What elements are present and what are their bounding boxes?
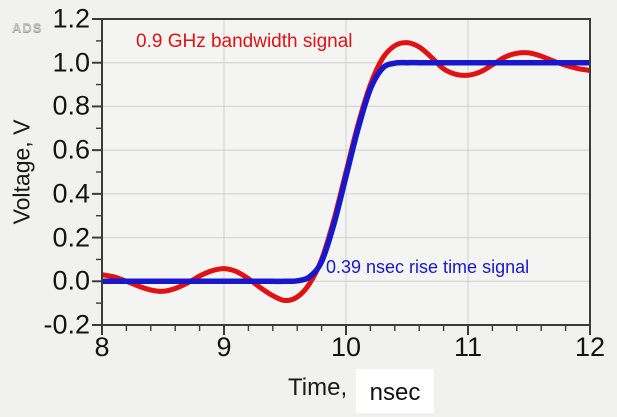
y-tick-label: 0.4 [52,178,90,209]
x-tick-label: 12 [574,332,606,362]
x-axis-unit-editbox[interactable]: nsec [356,369,434,413]
x-axis-unit-label: nsec [369,378,421,406]
annotation-red-signal: 0.9 GHz bandwidth signal [136,31,353,52]
y-tick-label: 1.2 [52,3,90,34]
y-axis-title: Voltage, V [8,119,35,225]
y-tick-label: 0.6 [52,134,90,165]
y-tick-label: 0.2 [52,222,90,253]
y-tick-label: -0.2 [43,309,90,340]
annotation-blue-signal: 0.39 nsec rise time signal [326,257,530,277]
x-tick-label: 9 [216,332,232,362]
x-tick-label: 11 [453,332,483,362]
x-axis-title: Time, [288,374,348,401]
y-tick-label: 1.0 [52,47,90,78]
ads-logo: ADS [12,20,43,35]
x-tick-label: 10 [330,332,362,362]
x-tick-label: 8 [94,332,110,362]
y-tick-label: 0.8 [52,90,90,121]
blue-curve [102,59,590,285]
y-tick-label: 0.0 [52,265,90,296]
